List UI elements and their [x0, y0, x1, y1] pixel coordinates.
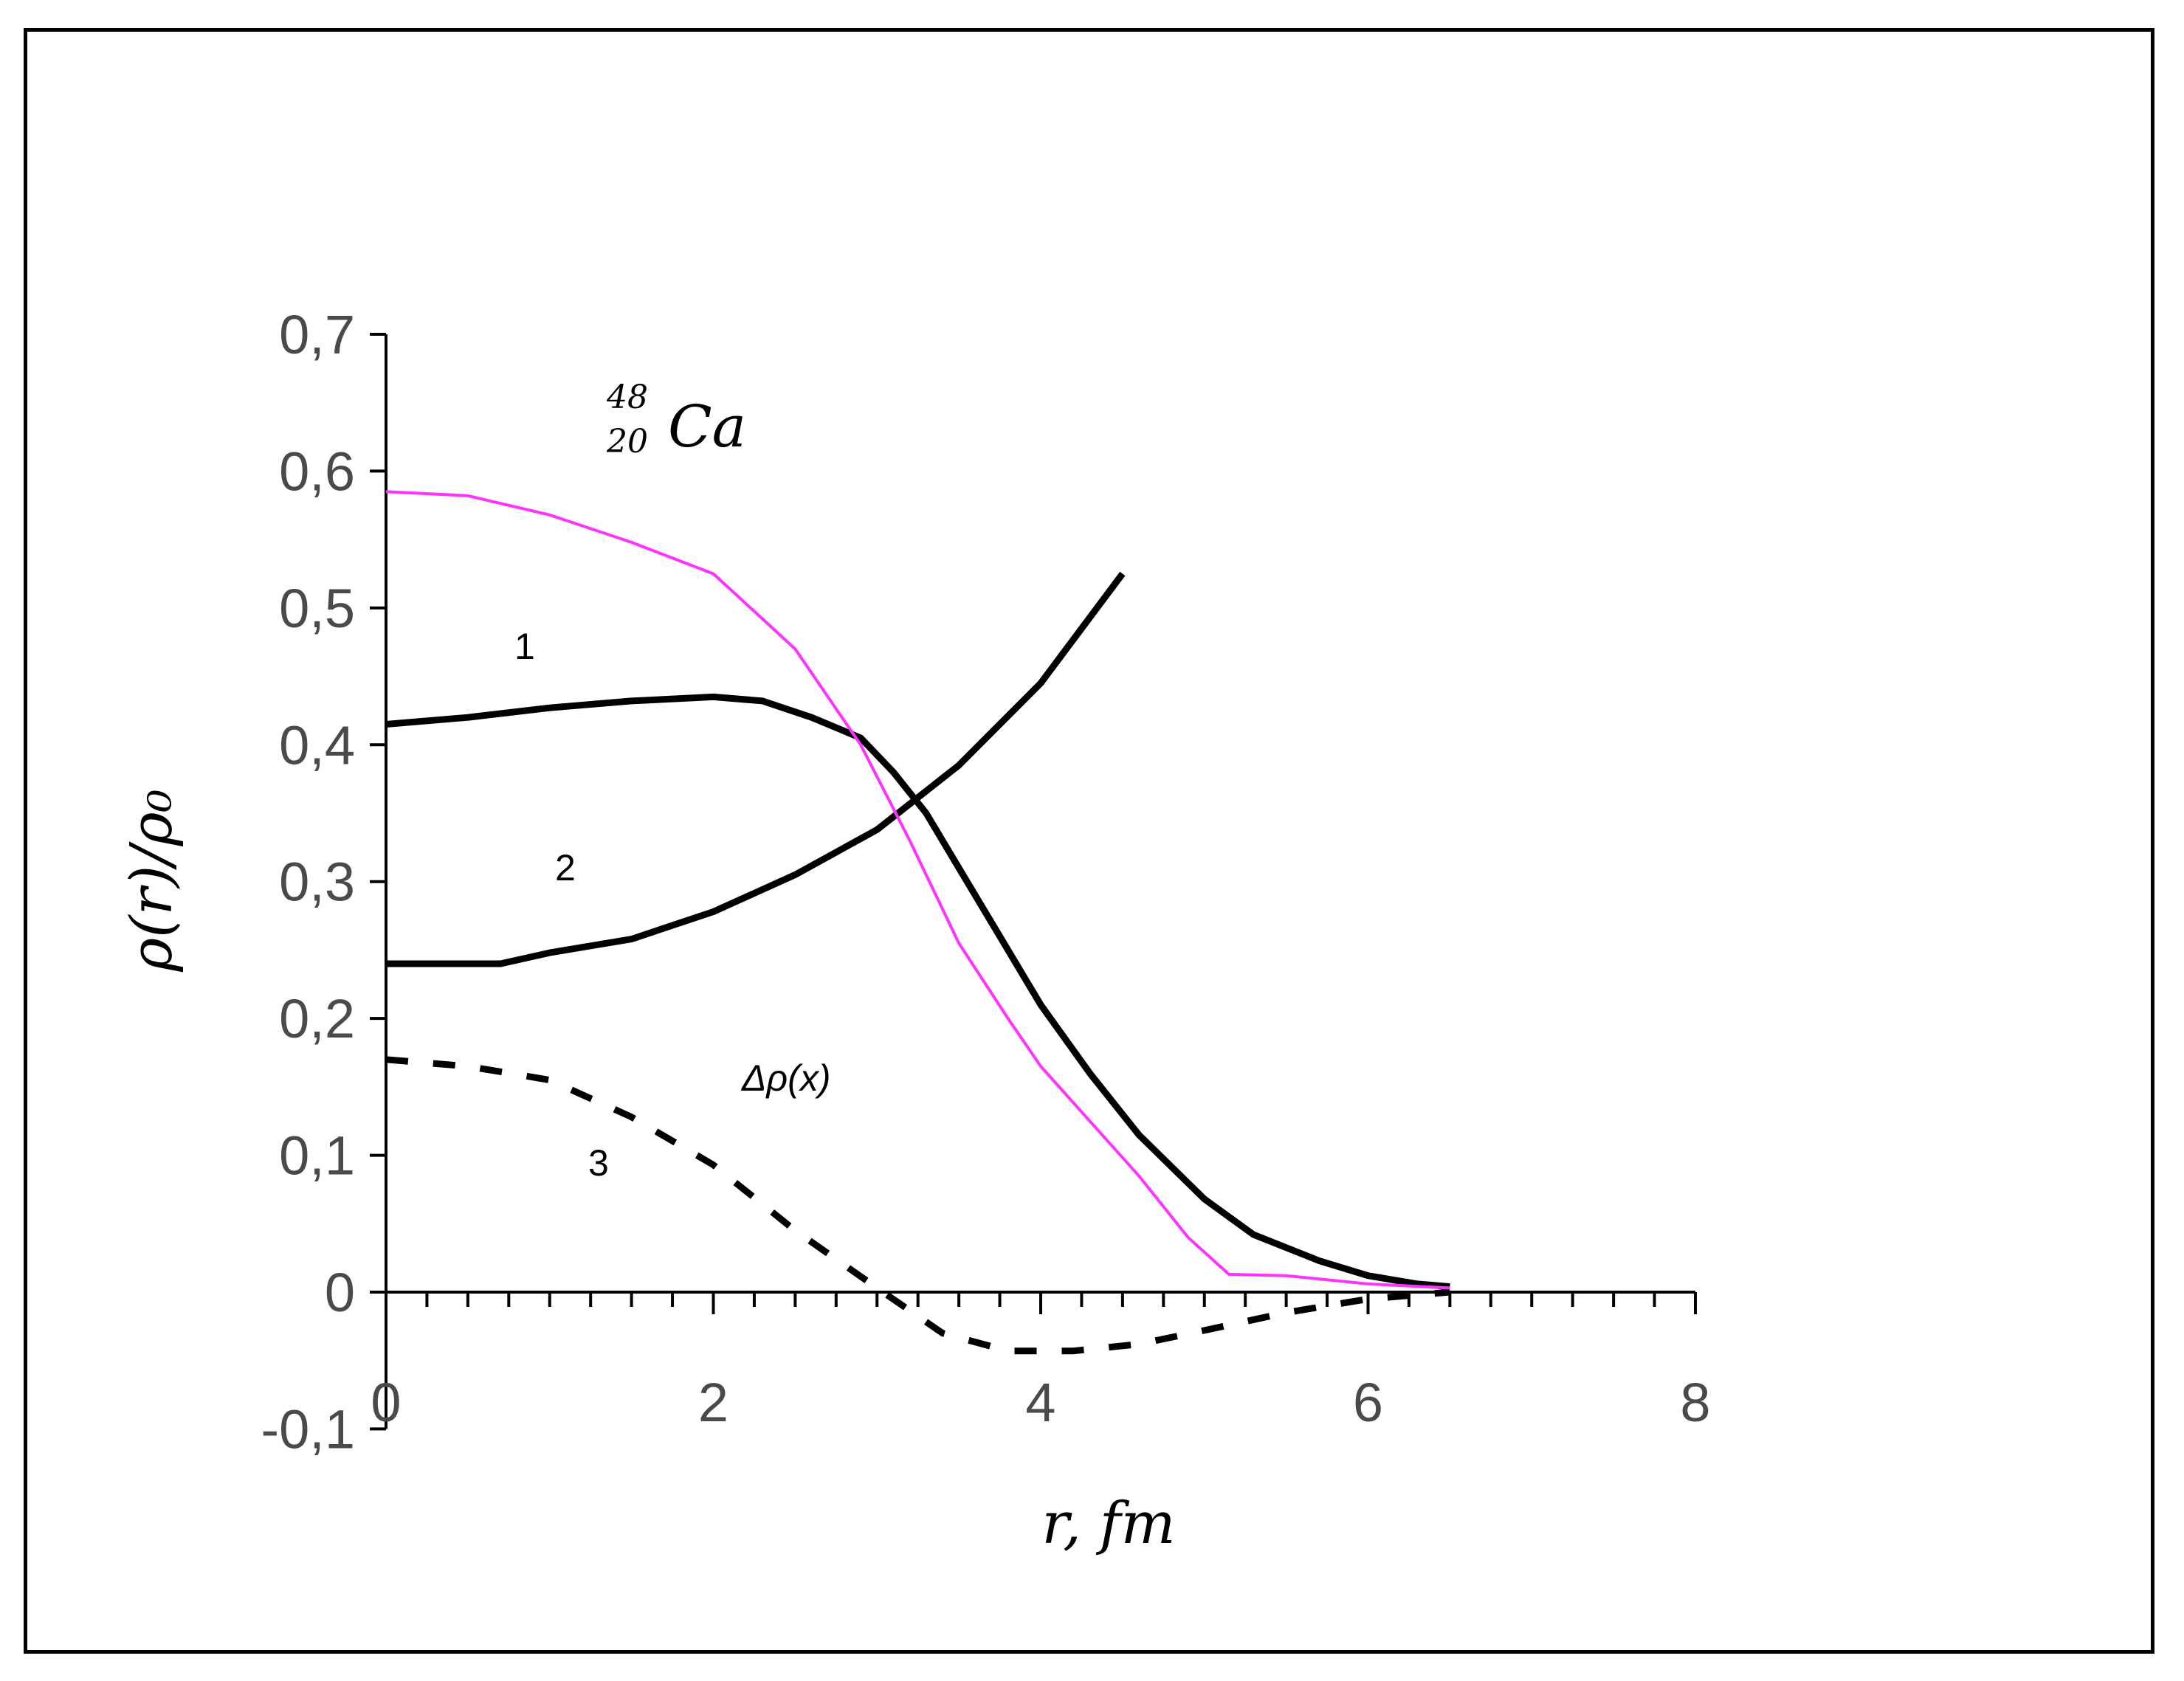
chart-frame: -0,1 0 0,1 0,2 0,3 0,4 0,5 0,6 0,7 0 2 4 6 8 ρ(r)/ρ₀ … — [24, 28, 2154, 1654]
nuclide-mass-number: 48 — [606, 379, 648, 416]
y-tick-label: 0,2 — [279, 988, 355, 1049]
density-chart: -0,100,10,20,30,40,50,60,70 2 4 6 8 ρ(r)/ρ₀ … — [119, 304, 1711, 1557]
x-tick-label: 0 — [371, 1372, 401, 1433]
series-line-1 — [385, 693, 1450, 1291]
y-tick-label: 0,7 — [279, 304, 355, 365]
x-tick-label: 2 — [698, 1372, 728, 1433]
x-tick-label: 8 — [1680, 1372, 1710, 1433]
series-line-2 — [386, 571, 1126, 967]
y-tick-label: 0,3 — [279, 852, 355, 913]
y-axis-label: ρ(r)/ρ₀ — [119, 789, 185, 972]
y-tick-label: 0 — [325, 1262, 355, 1323]
nuclide-label: 48 20 Ca — [606, 379, 746, 460]
series-group — [385, 490, 1450, 1355]
curve-label-1: 1 — [514, 626, 535, 667]
delta-rho-label: Δρ(x) — [741, 1057, 830, 1099]
nuclide-symbol: Ca — [668, 394, 746, 460]
y-tick-label: 0,5 — [279, 578, 355, 639]
curve-label-2: 2 — [555, 847, 576, 888]
y-tick-label: 0,4 — [279, 714, 355, 776]
y-tick-label: 0,1 — [279, 1125, 355, 1187]
y-tick-label: 0,6 — [279, 441, 355, 502]
x-axis-label: r, fm — [1041, 1491, 1175, 1557]
series-line-magenta — [385, 490, 1450, 1290]
x-tick-label: 4 — [1025, 1372, 1055, 1433]
nuclide-atomic-number: 20 — [606, 423, 648, 460]
labels: ρ(r)/ρ₀ r, fm 1 2 3 Δρ(x) 48 20 Ca — [119, 379, 1176, 1557]
series-line-3 — [385, 1056, 1450, 1355]
axes — [385, 334, 1695, 1429]
x-tick-label: 6 — [1353, 1372, 1383, 1433]
ticks: -0,1 0 0,1 0,2 0,3 0,4 0,5 0,6 0,7 0 2 4 6 8 — [261, 304, 1710, 1460]
curve-label-3: 3 — [588, 1142, 609, 1184]
y-tick-label: -0,1 — [261, 1398, 355, 1460]
